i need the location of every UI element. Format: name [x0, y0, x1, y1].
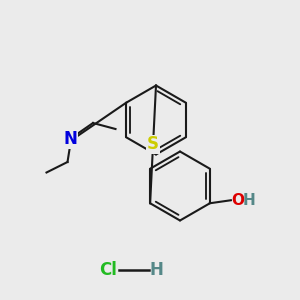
Text: N: N: [64, 130, 77, 148]
Text: H: H: [149, 261, 163, 279]
Text: S: S: [147, 135, 159, 153]
Text: H: H: [242, 193, 255, 208]
Text: O: O: [232, 193, 244, 208]
Text: Cl: Cl: [99, 261, 117, 279]
